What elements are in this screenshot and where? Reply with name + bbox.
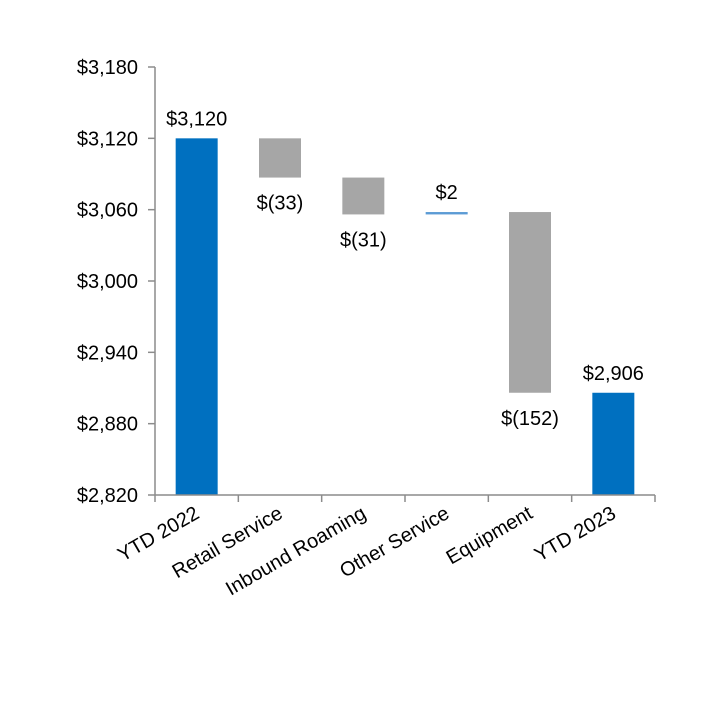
increase-bar <box>425 212 468 215</box>
data-label: $(152) <box>501 408 559 430</box>
decrease-bar <box>342 177 385 215</box>
y-tick-label: $2,940 <box>77 342 138 364</box>
y-tick-label: $3,120 <box>77 128 138 150</box>
y-tick-label: $3,180 <box>77 57 138 79</box>
data-label: $3,120 <box>166 108 227 130</box>
bar-layer <box>175 138 635 496</box>
y-tick-label: $3,060 <box>77 200 138 222</box>
data-label: $(31) <box>340 229 387 251</box>
data-label: $2 <box>436 182 458 204</box>
data-label: $2,906 <box>583 363 644 385</box>
decrease-bar <box>259 138 301 178</box>
y-tick-label: $3,000 <box>77 271 138 293</box>
total-bar <box>175 138 218 496</box>
y-tick-label: $2,880 <box>77 414 138 436</box>
x-tick-label: Inbound Roaming <box>222 502 370 600</box>
total-bar <box>592 392 635 495</box>
x-tick-label: Equipment <box>443 502 537 569</box>
y-tick-label: $2,820 <box>77 485 138 507</box>
axes-layer <box>148 66 656 502</box>
x-tick-label: YTD 2023 <box>531 502 620 566</box>
data-label: $(33) <box>257 193 304 215</box>
decrease-bar <box>509 212 551 393</box>
label-layer: $2,820 $2,880 $2,940 $3,000 $3,060 $3,120 $3,1… <box>77 57 644 600</box>
